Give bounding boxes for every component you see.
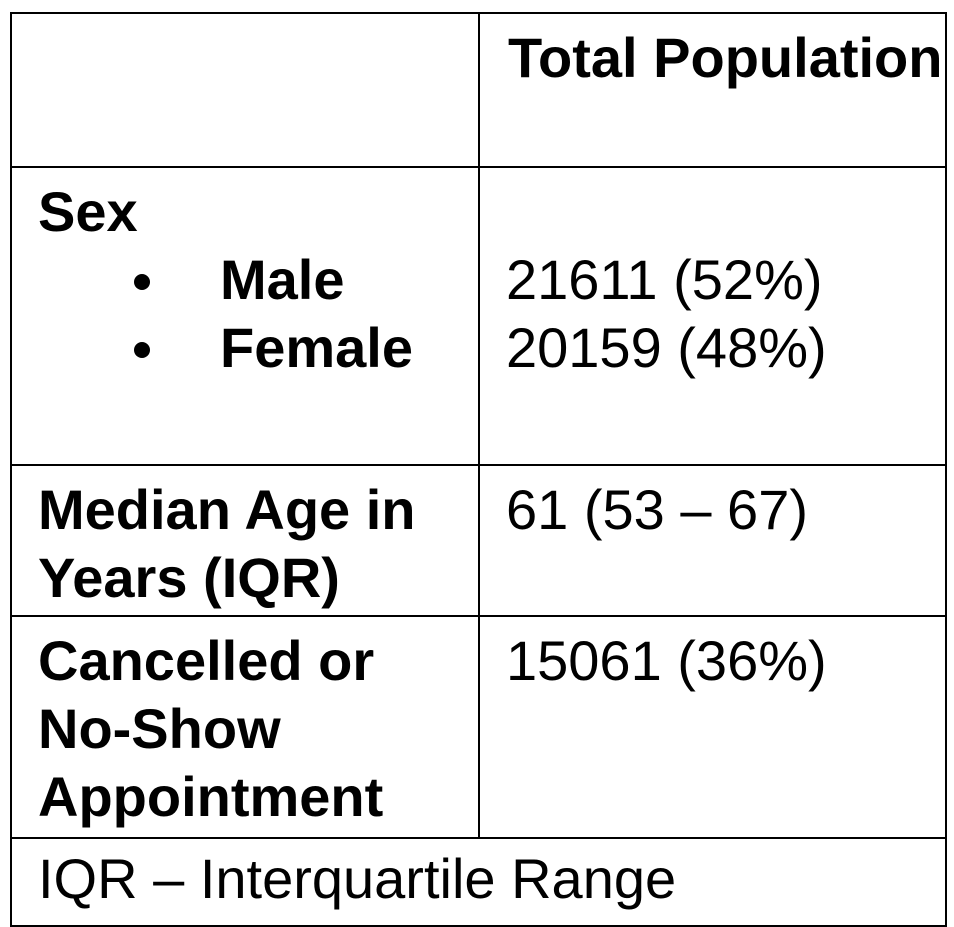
list-item-male: Male [38, 246, 478, 314]
table-row-median-age: Median Age in Years (IQR) 61 (53 – 67) [10, 464, 947, 617]
bullet-icon [134, 274, 150, 290]
header-empty-cell [10, 12, 480, 168]
male-value: 21611 (52%) [506, 248, 823, 311]
sex-bullet-list: Male Female [38, 246, 478, 382]
cancelled-value: 15061 (36%) [478, 615, 947, 839]
female-label: Female [220, 316, 413, 379]
header-total-population: Total Population [478, 12, 947, 168]
cancelled-label: Cancelled or No-Show Appointment [10, 615, 480, 839]
table-row-sex: Sex Male Female 21611 (52%) 20159 (48%) [10, 166, 947, 466]
footnote: IQR – Interquartile Range [10, 837, 947, 927]
header-row: Total Population [10, 12, 947, 168]
sex-value-cell: 21611 (52%) 20159 (48%) [478, 166, 947, 466]
table-row-cancelled: Cancelled or No-Show Appointment 15061 (… [10, 615, 947, 839]
sex-label-cell: Sex Male Female [10, 166, 480, 466]
list-item-female: Female [38, 314, 478, 382]
male-label: Male [220, 248, 345, 311]
female-value: 20159 (48%) [506, 316, 827, 379]
sex-label: Sex [38, 180, 138, 243]
footnote-row: IQR – Interquartile Range [10, 837, 947, 927]
bullet-icon [134, 342, 150, 358]
median-age-label: Median Age in Years (IQR) [10, 464, 480, 617]
demographics-table: Total Population Sex Male Female 21611 ( [10, 12, 947, 927]
median-age-value: 61 (53 – 67) [478, 464, 947, 617]
